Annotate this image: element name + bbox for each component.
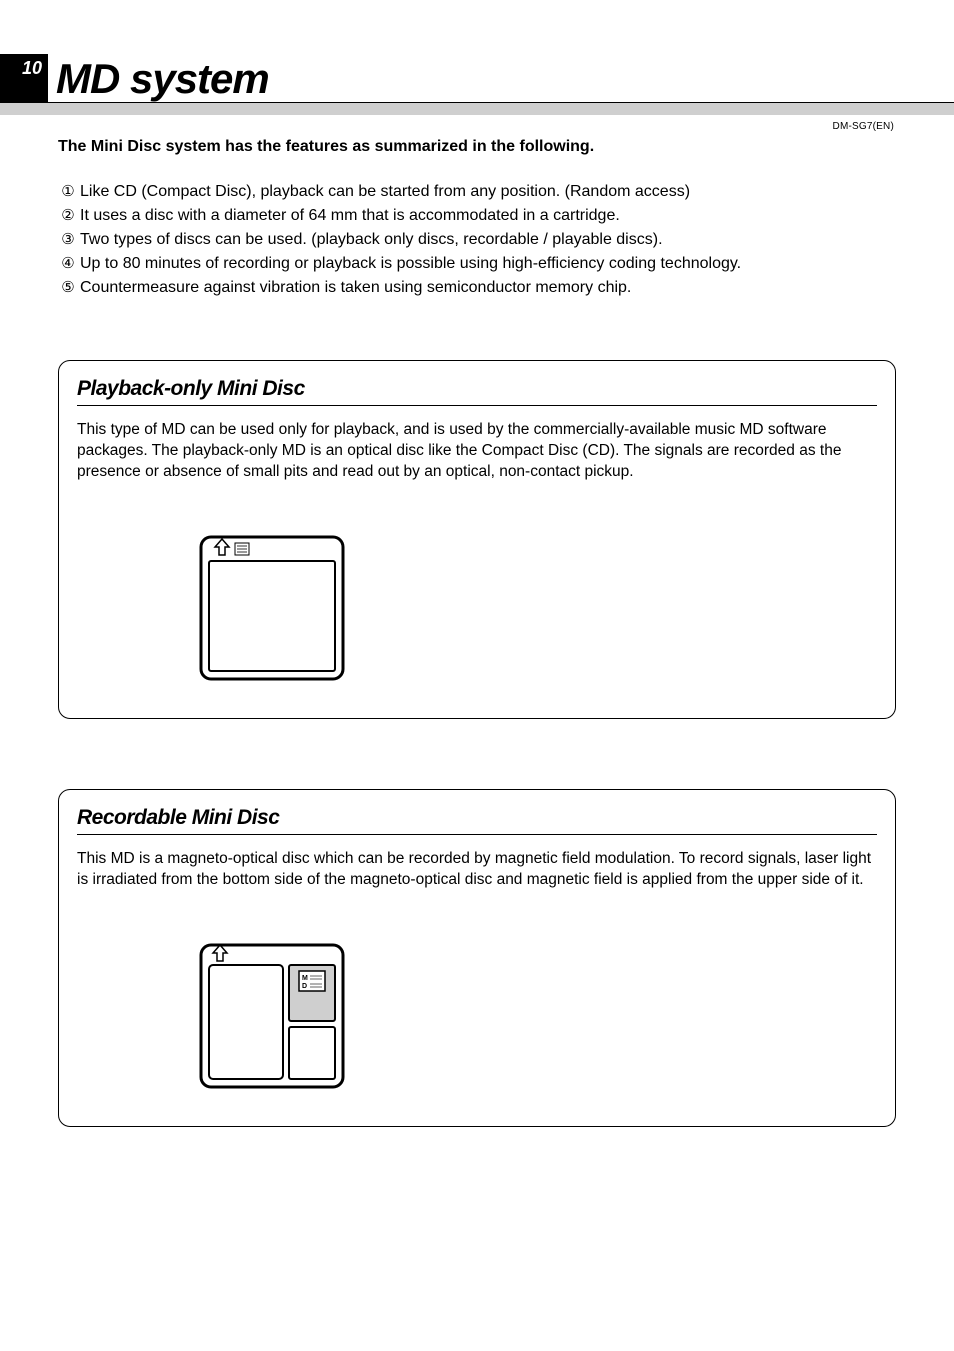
playback-disc-icon (197, 533, 347, 683)
feature-item: ②It uses a disc with a diameter of 64 mm… (58, 204, 896, 228)
document-page: 10 MD system DM-SG7(EN) The Mini Disc sy… (0, 42, 954, 1257)
page-title: MD system (56, 58, 269, 102)
recordable-disc-icon: M D (197, 941, 347, 1091)
circled-number: ① (58, 181, 78, 204)
feature-list: ①Like CD (Compact Disc), playback can be… (58, 180, 896, 300)
section-text: This type of MD can be used only for pla… (77, 420, 877, 483)
feature-item: ④Up to 80 minutes of recording or playba… (58, 252, 896, 276)
content-area: The Mini Disc system has the features as… (0, 138, 954, 1127)
circled-number: ③ (58, 229, 78, 252)
feature-text: Like CD (Compact Disc), playback can be … (80, 180, 690, 204)
feature-text: Two types of discs can be used. (playbac… (80, 228, 663, 252)
model-code: DM-SG7(EN) (0, 115, 954, 132)
page-number-block: 10 (0, 54, 48, 102)
section-text: This MD is a magneto-optical disc which … (77, 849, 877, 891)
header-grey-band (0, 103, 954, 115)
circled-number: ④ (58, 253, 78, 276)
section-title: Playback-only Mini Disc (77, 377, 877, 401)
recordable-disc-figure: M D (197, 941, 877, 1096)
section-rule (77, 834, 877, 835)
recordable-section: Recordable Mini Disc This MD is a magnet… (58, 789, 896, 1127)
feature-text: It uses a disc with a diameter of 64 mm … (80, 204, 620, 228)
circled-number: ② (58, 205, 78, 228)
feature-item: ①Like CD (Compact Disc), playback can be… (58, 180, 896, 204)
page-number: 10 (22, 58, 42, 79)
section-rule (77, 405, 877, 406)
feature-item: ⑤Countermeasure against vibration is tak… (58, 276, 896, 300)
feature-text: Countermeasure against vibration is take… (80, 276, 631, 300)
circled-number: ⑤ (58, 277, 78, 300)
playback-only-section: Playback-only Mini Disc This type of MD … (58, 360, 896, 719)
svg-text:M: M (302, 975, 308, 982)
section-title: Recordable Mini Disc (77, 806, 877, 830)
playback-disc-figure (197, 533, 877, 688)
feature-item: ③Two types of discs can be used. (playba… (58, 228, 896, 252)
page-header: 10 MD system (0, 42, 954, 102)
svg-text:D: D (302, 983, 307, 990)
feature-text: Up to 80 minutes of recording or playbac… (80, 252, 741, 276)
intro-text: The Mini Disc system has the features as… (58, 138, 896, 156)
